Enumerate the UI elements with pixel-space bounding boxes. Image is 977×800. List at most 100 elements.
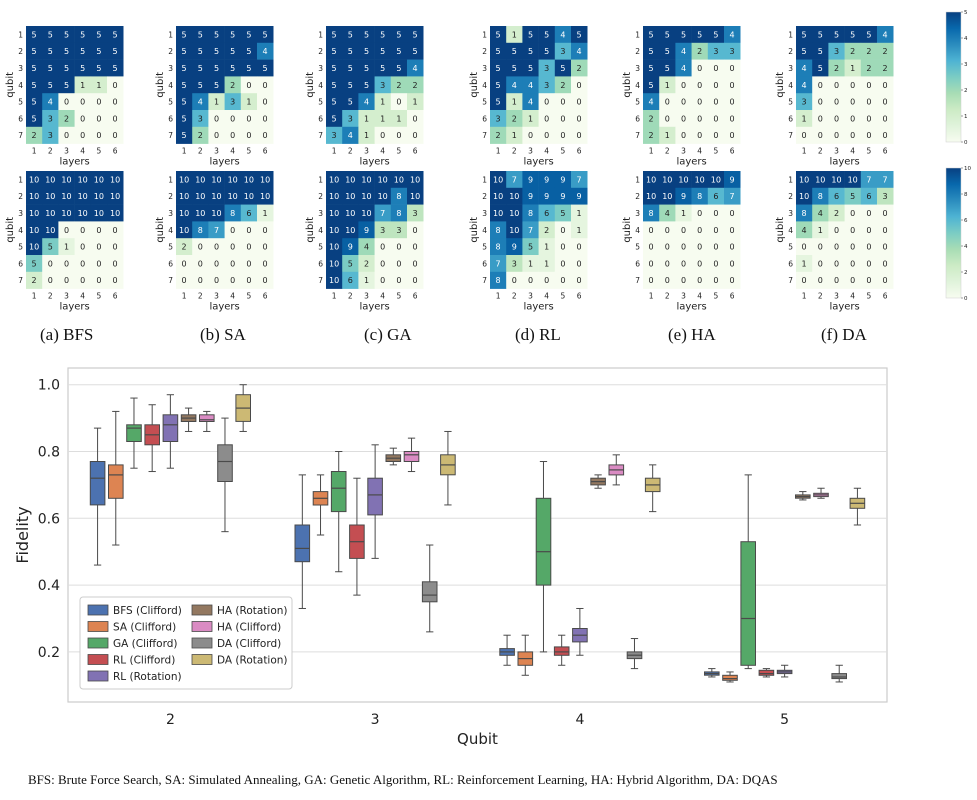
x-tick-label: 2: [818, 292, 823, 301]
heatmap-cell: [407, 271, 424, 289]
y-tick-label: 2: [788, 47, 793, 56]
cell-label: 0: [64, 276, 69, 285]
cell-label: 0: [850, 131, 855, 140]
heatmap-cell: [390, 187, 408, 205]
heatmap-cell: [490, 271, 507, 289]
heatmap-cell: [554, 59, 572, 77]
y-tick-label: 2: [482, 192, 487, 201]
cell-label: 0: [263, 243, 268, 252]
legend-label: DA (Clifford): [217, 638, 281, 650]
cell-label: 10: [509, 192, 519, 201]
cell-label: 0: [246, 259, 251, 268]
cell-label: 1: [512, 30, 517, 39]
heatmap-cell: [257, 238, 274, 256]
y-tick-label: 6: [318, 114, 323, 123]
cell-label: 5: [866, 30, 871, 39]
heatmap-cell: [860, 93, 878, 111]
cell-label: 3: [512, 259, 517, 268]
heatmap-cell: [724, 59, 741, 77]
x-tick-label: 5: [397, 292, 402, 301]
cell-label: 2: [649, 114, 654, 123]
cell-label: 0: [697, 114, 702, 123]
heatmap-cell: [860, 255, 878, 273]
cell-label: 0: [665, 243, 670, 252]
heatmap-cell: [844, 187, 862, 205]
heatmap-cell: [812, 126, 829, 144]
heatmap-cell: [538, 204, 556, 222]
cell-label: 0: [681, 114, 686, 123]
heatmap-cell: [240, 271, 258, 289]
x-tick-label: 4: [380, 147, 385, 156]
cell-label: 1: [528, 114, 533, 123]
heatmap-cell: [74, 126, 92, 144]
heatmap-cell: [571, 255, 588, 273]
heatmap-cell: [224, 204, 242, 222]
heatmap-cell: [506, 171, 523, 189]
heatmap-cell: [724, 238, 741, 256]
heatmap-cell: [26, 93, 43, 111]
cell-label: 4: [649, 98, 654, 107]
heatmap-cell: [490, 171, 507, 189]
heatmap-cell: [860, 42, 878, 60]
heatmap-cell: [571, 93, 588, 111]
heatmap-cell: [176, 255, 193, 273]
cell-label: 0: [560, 131, 565, 140]
cell-label: 5: [230, 30, 235, 39]
box: [89, 461, 106, 506]
cell-label: 10: [815, 175, 825, 184]
cell-label: 1: [214, 98, 219, 107]
y-tick-label: 7: [318, 276, 323, 285]
cell-label: 0: [413, 114, 418, 123]
y-tick-label: 7: [318, 131, 323, 140]
cell-label: 0: [198, 276, 203, 285]
cell-label: 3: [380, 81, 385, 90]
heatmap-cell: [58, 238, 75, 256]
heatmap-cell: [828, 126, 845, 144]
cell-label: 5: [681, 30, 686, 39]
heatmap-cell: [877, 42, 894, 60]
heatmap-cell: [407, 126, 424, 144]
heatmap-cell: [554, 204, 572, 222]
heatmap-cell: [659, 93, 676, 111]
heatmap-cell: [107, 271, 124, 289]
heatmap-cell: [860, 26, 878, 44]
heatmap-cell: [90, 110, 108, 128]
cell-label: 0: [883, 131, 888, 140]
heatmap-cell: [407, 204, 424, 222]
cell-label: 10: [711, 175, 721, 184]
heatmap-cell: [326, 271, 343, 289]
heatmap-cell: [224, 26, 242, 44]
box: [740, 541, 757, 666]
cell-label: 1: [263, 209, 268, 218]
heatmap-cell: [643, 26, 660, 44]
heatmap-cell: [42, 59, 59, 77]
box-series-sa-clifford: [108, 410, 738, 683]
heatmap-top-row-ga: 5 5 5 5 5 55 5 5 5 5 55 5 5 5 5 45 5 5 3 2 25 5 4 1 0 15 3 1 1 1 03 4 1 0…: [305, 26, 424, 168]
x-tick-label: 2: [512, 147, 517, 156]
heatmap-cell: [675, 187, 692, 205]
box: [553, 646, 570, 656]
y-tick-label: 4: [635, 81, 640, 90]
heatmap-cell: [877, 26, 894, 44]
heatmap-cell: [643, 221, 660, 239]
y-tick-label: 6: [168, 259, 173, 268]
heatmap-cell: [877, 171, 894, 189]
cell-label: 0: [263, 276, 268, 285]
heatmap-cell: [26, 271, 43, 289]
cell-label: 0: [380, 259, 385, 268]
cell-label: 5: [32, 81, 37, 90]
heatmap-cell: [107, 59, 124, 77]
y-axis-label: qubit: [5, 217, 16, 243]
heatmap-cell: [176, 76, 193, 94]
cell-label: 0: [246, 131, 251, 140]
heatmap-cell: [877, 93, 894, 111]
cell-label: 0: [866, 226, 871, 235]
box: [162, 414, 179, 442]
heatmap-cell: [326, 204, 343, 222]
cell-label: 10: [179, 192, 189, 201]
heatmap-cell: [724, 93, 741, 111]
heatmap-cell: [374, 187, 392, 205]
heatmap-cell: [374, 76, 392, 94]
heatmap-cell: [691, 171, 709, 189]
heatmap-cell: [707, 93, 725, 111]
